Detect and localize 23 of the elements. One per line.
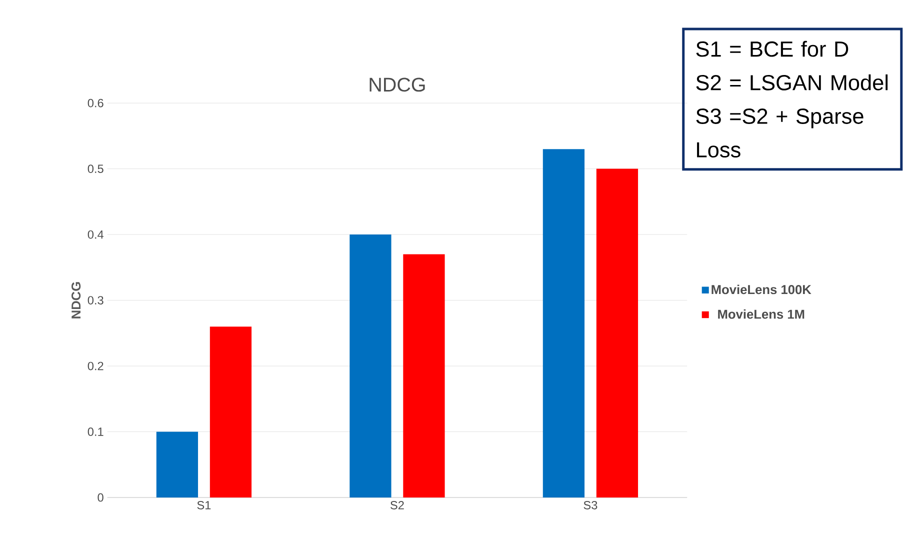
legend-label: MovieLens 100K (712, 284, 812, 294)
y-tick-label: 0.2 (88, 362, 104, 370)
y-tick-label: 0 (98, 493, 104, 502)
bar (542, 149, 585, 498)
y-tick-label: 0.1 (88, 428, 104, 436)
x-tick-label: S3 (584, 500, 598, 510)
legend-label: MovieLens 1M (718, 309, 804, 319)
x-tick-label: S1 (197, 500, 211, 510)
bar (156, 432, 198, 498)
y-tick-label: 0.5 (88, 164, 104, 173)
bar (403, 254, 445, 498)
bar (596, 168, 638, 498)
text: S3 =S2 + Sparse Loss (696, 108, 864, 158)
text: S1 = BCE for D (696, 40, 848, 57)
y-tick-label: 0.6 (88, 98, 104, 108)
y-tick-label: 0.4 (88, 230, 104, 239)
x-tick-label: S2 (390, 500, 404, 510)
bar (210, 326, 252, 498)
bar (350, 234, 392, 498)
text: S2 = LSGAN Model (696, 74, 888, 90)
y-tick-label: 0.3 (88, 296, 104, 304)
y-axis-title: NDCG (72, 282, 81, 318)
chart-title: NDCG (370, 78, 425, 92)
